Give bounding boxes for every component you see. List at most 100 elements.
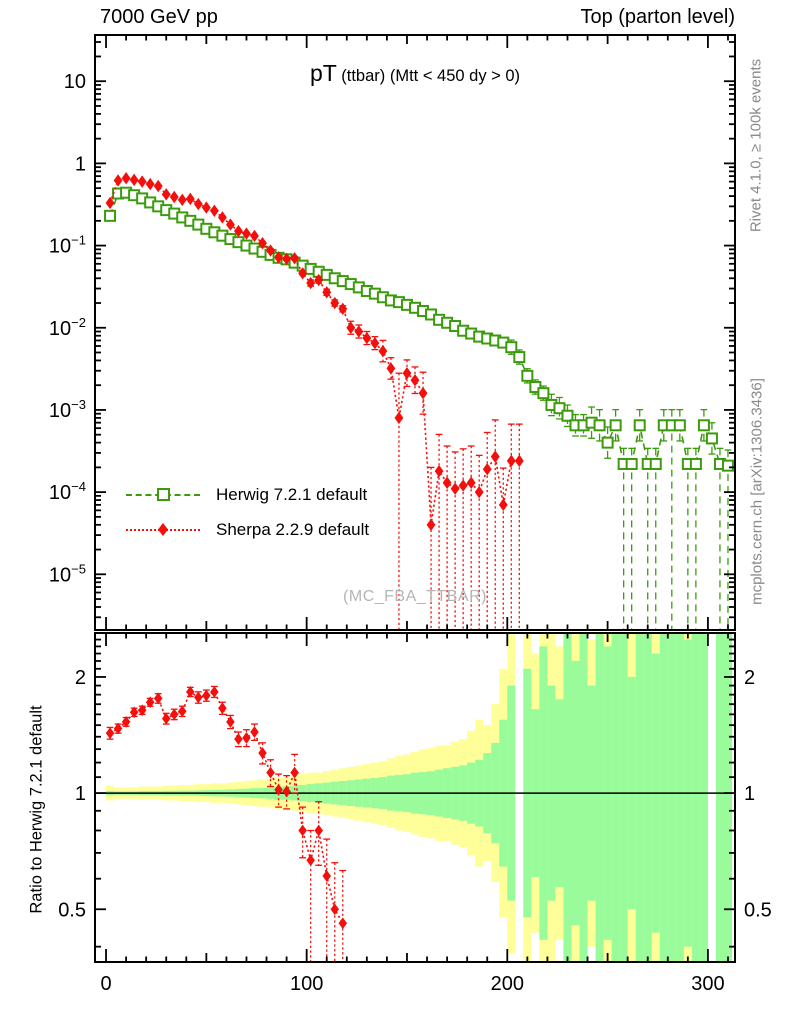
filled-diamond-marker	[153, 179, 163, 193]
open-square-marker	[673, 419, 686, 432]
filled-diamond-marker	[162, 712, 171, 725]
open-square-marker	[633, 419, 646, 432]
ratio-y-tick-label-right: 1	[744, 783, 755, 805]
filled-diamond-marker	[217, 211, 227, 224]
ratio-y-tick-label-left: 1	[75, 783, 86, 805]
filled-diamond-marker	[121, 172, 131, 185]
open-square-marker	[537, 387, 550, 400]
open-square-marker	[697, 419, 710, 432]
band-bin	[691, 633, 700, 962]
filled-diamond-marker	[234, 224, 243, 238]
band-bin	[563, 633, 572, 962]
open-square-marker	[609, 419, 622, 432]
filled-diamond-marker	[113, 174, 123, 187]
filled-diamond-marker	[209, 204, 219, 217]
band-bin	[579, 633, 588, 962]
filled-diamond-marker	[306, 276, 316, 290]
open-square-marker	[601, 436, 614, 449]
legend: Herwig 7.2.1 default Sherpa 2.2.9 defaul…	[126, 477, 369, 547]
band-bin	[643, 633, 652, 962]
open-square-marker	[649, 457, 662, 470]
open-square-marker	[705, 432, 718, 445]
rivet-version-label: Rivet 4.1.0, ≥ 100k events	[747, 58, 765, 233]
x-tick-label: 200	[491, 973, 524, 995]
main-y-tick-label: 10	[64, 71, 86, 93]
filled-diamond-marker	[266, 244, 275, 257]
filled-diamond-marker	[354, 325, 364, 338]
series-line	[109, 177, 520, 525]
filled-diamond-marker	[282, 785, 291, 798]
open-square-marker	[721, 459, 734, 472]
filled-diamond-marker	[290, 766, 299, 779]
open-square-marker	[505, 341, 518, 354]
filled-diamond-marker	[314, 273, 324, 287]
filled-diamond-marker	[386, 362, 396, 375]
mcplots-credit-label: mcplots.cern.ch [arXiv:1306.3436]	[748, 378, 766, 605]
filled-diamond-marker	[194, 691, 203, 704]
filled-diamond-marker	[322, 870, 331, 882]
open-square-marker	[104, 209, 117, 222]
filled-diamond-marker	[177, 193, 187, 207]
filled-diamond-marker	[154, 692, 163, 705]
filled-diamond-marker	[378, 344, 388, 358]
filled-diamond-marker	[145, 177, 155, 191]
legend-label-sherpa: Sherpa 2.2.9 default	[216, 519, 370, 539]
main-y-tick-label: 1	[75, 153, 86, 175]
filled-diamond-marker	[105, 196, 115, 210]
filled-diamond-marker	[346, 321, 356, 334]
band-bin	[635, 633, 644, 962]
filled-diamond-marker	[193, 197, 203, 211]
filled-diamond-marker	[474, 485, 484, 499]
filled-diamond-marker	[450, 482, 460, 495]
filled-diamond-marker	[330, 296, 340, 310]
ratio-axis-label: Ratio to Herwig 7.2.1 default	[27, 705, 46, 914]
filled-diamond-marker	[105, 727, 115, 740]
filled-diamond-marker	[338, 302, 348, 316]
filled-diamond-marker	[314, 824, 323, 837]
legend-item-herwig: Herwig 7.2.1 default	[126, 477, 369, 512]
filled-diamond-marker	[137, 704, 147, 717]
main-y-tick-label: 10−1	[49, 233, 86, 258]
filled-diamond-marker	[274, 783, 283, 796]
filled-diamond-marker	[306, 854, 315, 867]
open-square-marker	[593, 419, 606, 432]
filled-diamond-marker	[402, 366, 412, 380]
band-bin	[667, 633, 676, 962]
beam-energy-label: 7000 GeV pp	[100, 6, 218, 28]
plot-title: pT (ttbar) (Mtt < 450 dy > 0)	[95, 60, 735, 87]
ratio-y-tick-label-left: 0.5	[58, 899, 86, 921]
filled-diamond-marker	[274, 251, 283, 264]
filled-diamond-marker	[322, 286, 332, 299]
analysis-watermark: (MC_FBA_TTBAR)	[343, 588, 487, 605]
main-y-tick-label: 10−2	[49, 315, 86, 340]
x-tick-label: 100	[290, 973, 323, 995]
open-square-marker	[561, 409, 574, 422]
ratio-panel-frame	[94, 632, 736, 963]
filled-diamond-marker	[514, 454, 524, 468]
filled-diamond-marker	[113, 722, 123, 735]
filled-diamond-marker	[394, 411, 404, 425]
filled-diamond-marker	[242, 227, 251, 240]
filled-diamond-marker	[298, 824, 307, 837]
filled-diamond-marker	[202, 689, 211, 702]
analysis-group-label: Top (parton level)	[580, 6, 735, 28]
filled-diamond-marker	[129, 173, 139, 187]
filled-diamond-marker	[370, 336, 380, 350]
axis-tick-labels: 0 100 200 300 10 1 10−1 10−2 10−3 10−4 10−5 2 2 1 1 0.5…	[49, 71, 772, 995]
filled-diamond-marker	[258, 747, 267, 759]
main-panel-frame	[94, 34, 736, 631]
filled-diamond-marker	[418, 386, 428, 400]
open-square-marker	[521, 369, 534, 382]
filled-diamond-marker	[250, 726, 259, 738]
filled-diamond-marker	[410, 374, 420, 387]
filled-diamond-marker	[298, 267, 308, 280]
filled-diamond-marker	[426, 518, 436, 532]
open-square-marker	[513, 351, 526, 364]
filled-diamond-marker	[210, 685, 219, 698]
series-herwig	[104, 186, 734, 630]
filled-diamond-marker	[226, 715, 235, 728]
filled-diamond-marker	[178, 705, 187, 718]
main-y-tick-label: 10−3	[49, 397, 86, 422]
filled-diamond-marker	[145, 696, 155, 709]
